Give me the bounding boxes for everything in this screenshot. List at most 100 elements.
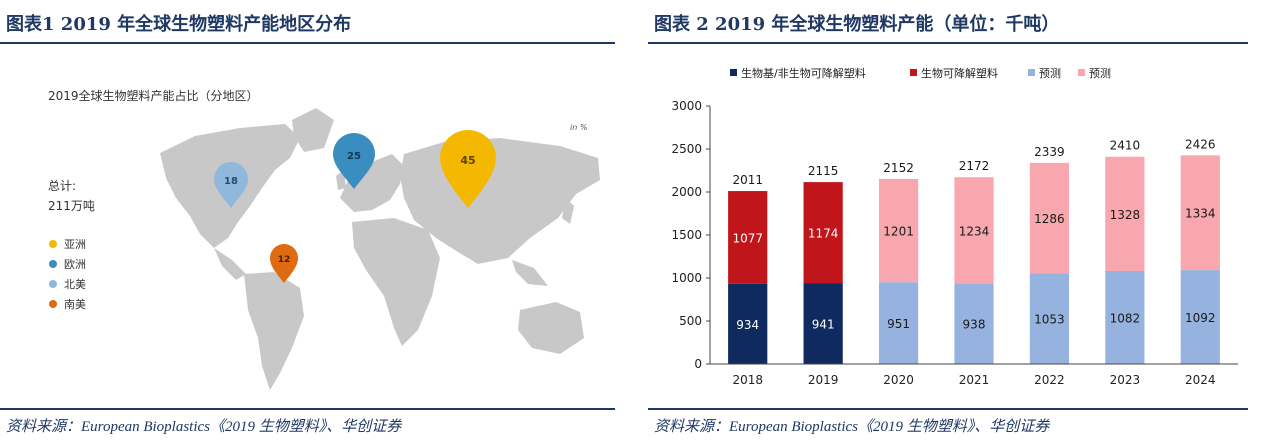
legend-label: 预测: [1089, 67, 1111, 80]
legend-label-south-america: 南美: [64, 298, 86, 311]
legend-swatch: [1028, 69, 1035, 76]
legend-label: 预测: [1039, 67, 1061, 80]
top-rule: [0, 42, 615, 44]
bar-segment-label: 1077: [732, 231, 763, 245]
bar-total-label: 2152: [883, 161, 914, 175]
map-markers: 45 25 18 12: [214, 130, 496, 283]
south-america-value: 12: [278, 255, 291, 265]
x-axis: 2018 2019 2020 2021 2022 2023 2024: [710, 363, 1238, 387]
bar-total-label: 2410: [1110, 139, 1141, 153]
legend-label-europe: 欧洲: [64, 258, 86, 271]
bar-segment: [954, 283, 994, 364]
x-tick-label: 2021: [959, 373, 990, 387]
y-tick-label: 2000: [671, 185, 702, 199]
central-america-land: [214, 248, 246, 280]
total-label: 总计:: [48, 179, 76, 193]
world-landmass: [160, 108, 600, 390]
bar-segment-label: 1174: [808, 227, 839, 241]
bottom-rule: [0, 408, 615, 410]
y-tick-label: 1500: [671, 228, 702, 242]
top-rule: [648, 42, 1248, 44]
bar-segment-label: 951: [887, 317, 910, 331]
x-tick-label: 2019: [808, 373, 839, 387]
greenland-land: [292, 108, 334, 152]
bar-segment: [1180, 155, 1220, 271]
y-axis: 0 500 1000 1500 2000 2500 3000: [671, 99, 711, 371]
x-tick-label: 2020: [883, 373, 914, 387]
bar-segment: [878, 282, 919, 364]
bar-total-label: 2339: [1034, 145, 1065, 159]
asia-value: 45: [460, 154, 475, 167]
asia-marker: 45: [440, 130, 496, 208]
bar-legend: 生物基/非生物可降解塑料 生物可降解塑料 预测 预测: [730, 66, 1111, 80]
bottom-rule: [648, 408, 1248, 410]
bar-total-label: 2011: [732, 173, 763, 187]
world-map-chart: 2019全球生物塑料产能占比（分地区） in % 45 25: [48, 88, 600, 390]
legend-item-asia: 亚洲: [49, 238, 86, 251]
y-tick-label: 500: [679, 314, 702, 328]
map-source-note: 资料来源：European Bioplastics《2019 生物塑料》、华创证…: [6, 419, 402, 435]
legend-swatch: [730, 69, 737, 76]
south-america-marker: 12: [270, 244, 298, 283]
bar-series: 934 1077 2011 941 1174 2115 951 1201 2152 938 1234…: [728, 137, 1220, 364]
europe-land: [340, 154, 404, 212]
y-tick-label: 3000: [671, 99, 702, 113]
bar-segment: [1180, 270, 1220, 364]
bar-segment-label: 941: [812, 318, 835, 332]
legend-item-south-america: 南美: [49, 298, 86, 311]
legend-item-europe: 欧洲: [49, 258, 86, 271]
y-tick-label: 0: [694, 357, 702, 371]
australia-land: [518, 302, 584, 354]
x-tick-label: 2018: [732, 373, 763, 387]
y-tick-label: 2500: [671, 142, 702, 156]
map-legend: 亚洲 欧洲 北美 南美: [49, 238, 86, 311]
x-tick-label: 2022: [1034, 373, 1065, 387]
africa-land: [352, 218, 440, 346]
bar-segment: [728, 283, 768, 364]
legend-label: 生物基/非生物可降解塑料: [741, 66, 866, 80]
bar-figure-panel: 图表 2 2019 年全球生物塑料产能（单位：千吨） 生物基/非生物可降解塑料生…: [648, 0, 1248, 447]
europe-marker: 25: [333, 133, 375, 189]
bar-total-label: 2172: [959, 159, 990, 173]
north-america-value: 18: [224, 176, 238, 187]
map-unit-label: in %: [570, 123, 587, 132]
bar-total-label: 2426: [1185, 137, 1216, 151]
legend-swatch: [1078, 69, 1085, 76]
legend-item-north-america: 北美: [49, 278, 86, 291]
north-america-marker: 18: [214, 162, 248, 208]
bar-segment-label: 1234: [959, 224, 990, 238]
legend-label-asia: 亚洲: [64, 238, 86, 251]
bar-segment: [803, 182, 843, 284]
bar-segment: [728, 191, 768, 284]
bar-segment-label: 1053: [1034, 313, 1065, 327]
bar-segment-label: 1201: [883, 225, 914, 239]
bar-segment: [1029, 273, 1070, 364]
bar-source-note: 资料来源：European Bioplastics《2019 生物塑料》、华创证…: [654, 419, 1050, 435]
map-chart-title: 2019全球生物塑料产能占比（分地区）: [48, 88, 259, 103]
map-figure-panel: 图表1 2019 年全球生物塑料产能地区分布 2019全球生物塑料产能占比（分地…: [0, 0, 615, 447]
x-tick-label: 2023: [1110, 373, 1141, 387]
southeast-asia-land: [512, 260, 548, 286]
map-figure-title: 图表1 2019 年全球生物塑料产能地区分布: [6, 14, 352, 35]
bar-segment: [803, 283, 843, 364]
total-value: 211万吨: [48, 199, 95, 213]
legend-label-north-america: 北美: [64, 278, 86, 291]
x-tick-label: 2024: [1185, 373, 1216, 387]
capacity-bar-chart: 生物基/非生物可降解塑料 生物可降解塑料 预测 预测 0 500 1000 1500 2000…: [671, 66, 1238, 387]
bar-segment-label: 1328: [1110, 208, 1141, 222]
bar-segment: [1105, 270, 1145, 364]
bar-segment: [1029, 162, 1070, 274]
south-america-land: [244, 272, 304, 390]
japan-land: [562, 198, 574, 224]
bar-segment-label: 938: [963, 318, 986, 332]
bar-segment-label: 1334: [1185, 207, 1216, 221]
bar-segment-label: 1092: [1185, 311, 1216, 325]
bar-segment-label: 1286: [1034, 212, 1065, 226]
legend-swatch: [910, 69, 917, 76]
bar-segment-label: 934: [736, 318, 759, 332]
bar-segment: [878, 178, 919, 283]
bar-segment: [1105, 156, 1145, 271]
bar-total-label: 2115: [808, 164, 839, 178]
y-tick-label: 1000: [671, 271, 702, 285]
europe-value: 25: [347, 151, 361, 162]
